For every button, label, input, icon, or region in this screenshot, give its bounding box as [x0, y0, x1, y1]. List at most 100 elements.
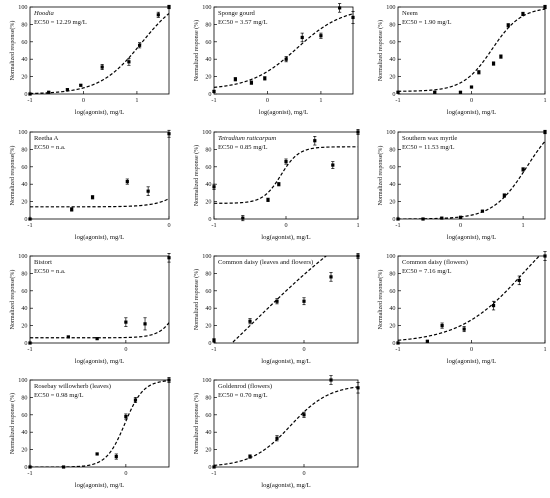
ec50-annotation: EC50 = 0.85 mg/L: [218, 144, 268, 151]
x-tick-label: 0: [470, 346, 473, 353]
x-tick-label: -1: [27, 222, 32, 229]
x-tick-label: 0: [124, 346, 127, 353]
data-point: [440, 216, 444, 220]
y-tick-label: 0: [24, 216, 27, 223]
fit-curve: [398, 140, 545, 219]
y-tick-label: 20: [21, 447, 27, 454]
data-point: [302, 299, 306, 303]
ec50-annotation: EC50 = 12.29 mg/L: [34, 19, 87, 26]
y-tick-label: 100: [18, 129, 27, 136]
data-point: [248, 319, 252, 323]
data-point: [233, 77, 237, 81]
plot-frame: [29, 255, 170, 344]
ec50-annotation: EC50 = 7.16 mg/L: [402, 268, 452, 275]
y-tick-label: 20: [205, 447, 211, 454]
x-tick-label: -1: [395, 222, 400, 229]
x-tick-label: 1: [135, 97, 138, 104]
plot-frame: [213, 255, 359, 344]
data-point: [506, 23, 510, 27]
data-point: [61, 465, 66, 469]
y-tick-label: 60: [205, 164, 211, 171]
y-axis-label: Normalized response (%): [193, 269, 200, 330]
data-point: [491, 61, 496, 66]
y-tick-label: 100: [18, 4, 27, 11]
data-point: [146, 189, 150, 193]
y-axis-label: Normalized response(%): [377, 270, 384, 330]
data-point: [458, 90, 463, 94]
y-tick-label: 80: [389, 270, 395, 277]
data-point: [396, 90, 400, 94]
y-axis-label: Normalized response (%): [193, 20, 200, 81]
data-point: [66, 335, 70, 339]
data-point: [543, 130, 547, 134]
data-point: [425, 339, 429, 343]
data-point: [356, 386, 360, 390]
data-point: [477, 70, 481, 74]
y-tick-label: 20: [21, 199, 27, 206]
ec50-annotation: EC50 = n.a.: [34, 144, 66, 151]
y-tick-label: 20: [389, 199, 395, 206]
chart-title: Common daisy (leaves and flowers): [218, 259, 313, 266]
chart-title: Hoodia: [33, 10, 54, 17]
x-tick-label: 1: [522, 222, 525, 229]
y-axis-label: Normalized response(%): [377, 146, 384, 206]
data-point: [469, 85, 474, 89]
y-tick-label: 40: [205, 56, 211, 63]
fit-curve: [30, 13, 169, 94]
y-tick-label: 20: [205, 323, 211, 330]
data-point: [458, 215, 463, 219]
data-point: [143, 322, 147, 326]
data-point: [167, 132, 171, 136]
x-axis-label: log(agonist), mg/L: [75, 234, 124, 241]
data-point: [263, 76, 267, 80]
data-point: [90, 195, 95, 199]
data-point: [356, 254, 360, 258]
data-point: [137, 43, 142, 47]
data-point: [543, 5, 547, 9]
data-point: [351, 15, 355, 20]
data-point: [249, 81, 254, 85]
plot-frame: [397, 131, 546, 220]
x-tick-label: 0: [284, 222, 287, 229]
data-point: [356, 130, 360, 134]
x-axis-label: log(agonist), mg/L: [447, 234, 496, 241]
y-tick-label: 80: [21, 21, 27, 28]
y-tick-label: 80: [205, 21, 211, 28]
data-point: [124, 414, 128, 419]
y-tick-label: 0: [208, 340, 211, 347]
y-tick-label: 0: [392, 340, 395, 347]
x-tick-label: -1: [211, 346, 216, 353]
y-tick-label: 20: [205, 74, 211, 81]
data-point: [499, 54, 503, 59]
x-axis-label: log(agonist), mg/L: [75, 109, 124, 116]
y-tick-label: 40: [205, 429, 211, 436]
fit-curve: [30, 380, 169, 467]
x-tick-label: 0: [124, 470, 127, 477]
data-point: [491, 303, 496, 308]
data-point: [275, 299, 279, 303]
y-tick-label: 40: [21, 305, 27, 312]
x-tick-label: -1: [211, 97, 216, 104]
y-tick-label: 20: [21, 323, 27, 330]
y-tick-label: 80: [21, 270, 27, 277]
plot-frame: [29, 379, 170, 468]
y-tick-label: 60: [21, 164, 27, 171]
ec50-annotation: EC50 = 0.70 mg/L: [218, 392, 268, 399]
x-tick-label: 0: [459, 222, 462, 229]
chart-title: Rosebay willowherb (leaves): [34, 383, 111, 390]
y-tick-label: 80: [205, 394, 211, 401]
data-point: [125, 179, 129, 184]
y-axis-label: Normalized response (%): [9, 393, 16, 454]
y-tick-label: 100: [202, 129, 211, 136]
y-tick-label: 80: [205, 146, 211, 153]
x-axis-label: log(agonist), mg/L: [261, 234, 310, 241]
